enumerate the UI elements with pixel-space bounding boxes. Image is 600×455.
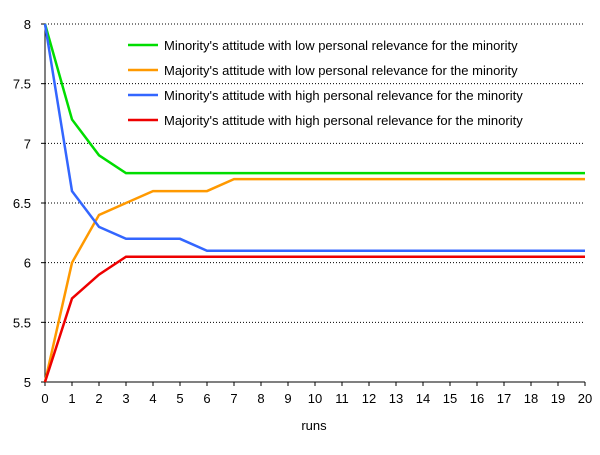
x-tick-label-20: 20 bbox=[578, 391, 592, 406]
x-tick-label-0: 0 bbox=[41, 391, 48, 406]
legend-label-4: Majority's attitude with high personal r… bbox=[164, 113, 523, 128]
x-tick-label-12: 12 bbox=[362, 391, 376, 406]
gridlines bbox=[45, 23, 585, 323]
x-axis-title: runs bbox=[301, 418, 327, 433]
y-tick-label-5: 7.5 bbox=[13, 77, 31, 92]
legend-label-3: Minority's attitude with high personal r… bbox=[164, 88, 523, 103]
series-line-4 bbox=[43, 255, 585, 383]
x-tick-label-11: 11 bbox=[335, 391, 349, 406]
x-tick-label-16: 16 bbox=[470, 391, 484, 406]
y-tick-label-4: 7 bbox=[24, 136, 31, 151]
x-tick-label-4: 4 bbox=[149, 391, 156, 406]
series-line-3 bbox=[43, 23, 585, 252]
y-tick-label-0: 5 bbox=[24, 375, 31, 390]
x-tick-label-17: 17 bbox=[497, 391, 511, 406]
x-tick-label-18: 18 bbox=[524, 391, 538, 406]
x-tick-label-2: 2 bbox=[95, 391, 102, 406]
x-tick-label-14: 14 bbox=[416, 391, 430, 406]
x-tick-label-15: 15 bbox=[443, 391, 457, 406]
y-tick-label-6: 8 bbox=[24, 17, 31, 32]
axes bbox=[41, 23, 586, 386]
x-tick-label-7: 7 bbox=[230, 391, 237, 406]
legend-label-1: Minority's attitude with low personal re… bbox=[164, 38, 518, 53]
legend-label-2: Majority's attitude with low personal re… bbox=[164, 63, 518, 78]
x-tick-label-8: 8 bbox=[257, 391, 264, 406]
series-line-2 bbox=[43, 177, 585, 383]
x-tick-label-1: 1 bbox=[68, 391, 75, 406]
x-tick-label-3: 3 bbox=[122, 391, 129, 406]
x-tick-label-19: 19 bbox=[551, 391, 565, 406]
tick-labels: 55.566.577.580 1 2 3 4 5 6 7 8 9 10 11 12 13 14 15 16 17 1… bbox=[13, 17, 592, 406]
x-tick-label-13: 13 bbox=[389, 391, 403, 406]
y-tick-label-1: 5.5 bbox=[13, 315, 31, 330]
x-tick-label-5: 5 bbox=[176, 391, 183, 406]
x-tick-label-6: 6 bbox=[203, 391, 210, 406]
series-line-1 bbox=[43, 23, 585, 175]
y-tick-label-2: 6 bbox=[24, 256, 31, 271]
y-tick-label-3: 6.5 bbox=[13, 196, 31, 211]
x-tick-label-10: 10 bbox=[308, 391, 322, 406]
series-lines bbox=[43, 23, 585, 383]
x-tick-label-9: 9 bbox=[284, 391, 291, 406]
legend: Minority's attitude with low personal re… bbox=[128, 38, 523, 128]
